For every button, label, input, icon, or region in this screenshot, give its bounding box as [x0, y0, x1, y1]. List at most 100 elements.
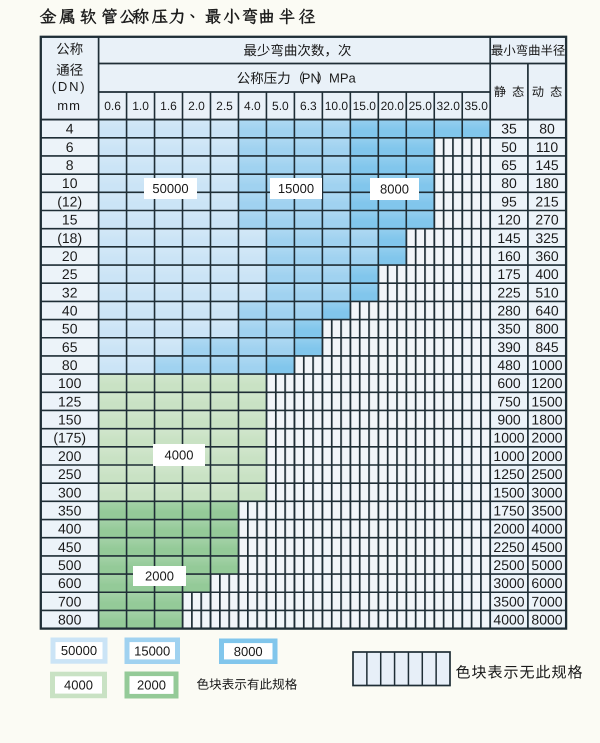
svg-text:1250: 1250 [493, 466, 524, 482]
svg-text:6: 6 [66, 139, 74, 155]
svg-text:50: 50 [501, 139, 517, 155]
svg-text:350: 350 [58, 502, 82, 518]
svg-text:80: 80 [501, 175, 517, 191]
svg-text:1500: 1500 [531, 393, 562, 409]
svg-text:6.3: 6.3 [300, 99, 317, 113]
svg-text:110: 110 [536, 139, 559, 155]
svg-text:1750: 1750 [493, 502, 524, 518]
svg-text:50000: 50000 [152, 181, 188, 196]
svg-text:1000: 1000 [531, 357, 562, 373]
svg-text:2.0: 2.0 [188, 99, 205, 113]
svg-text:0.6: 0.6 [104, 99, 121, 113]
svg-text:PN: PN [302, 71, 320, 86]
svg-text:MPa: MPa [329, 71, 357, 86]
svg-text:800: 800 [535, 321, 559, 337]
svg-text:3500: 3500 [493, 593, 524, 609]
svg-text:2000: 2000 [531, 430, 562, 446]
svg-text:mm: mm [57, 98, 81, 113]
svg-text:3500: 3500 [531, 502, 562, 518]
svg-text:145: 145 [535, 157, 559, 173]
svg-text:180: 180 [535, 175, 559, 191]
svg-text:360: 360 [535, 248, 559, 264]
svg-text:15.0: 15.0 [353, 99, 377, 113]
svg-text:750: 750 [497, 393, 521, 409]
svg-text:65: 65 [501, 157, 517, 173]
svg-text:600: 600 [58, 575, 82, 591]
svg-text:35.0: 35.0 [465, 99, 489, 113]
svg-text:1000: 1000 [493, 448, 524, 464]
svg-text:160: 160 [497, 248, 521, 264]
svg-text:150: 150 [58, 412, 82, 428]
svg-text:450: 450 [58, 539, 82, 555]
svg-text:15000: 15000 [134, 643, 170, 658]
svg-text:215: 215 [535, 193, 559, 209]
svg-text:10: 10 [62, 175, 78, 191]
svg-text:2.5: 2.5 [216, 99, 233, 113]
svg-text:10.0: 10.0 [325, 99, 349, 113]
svg-text:(175): (175) [53, 430, 86, 446]
svg-text:120: 120 [497, 212, 521, 228]
svg-text:95: 95 [501, 193, 517, 209]
svg-text:1500: 1500 [493, 484, 524, 500]
svg-text:280: 280 [497, 303, 521, 319]
svg-text:20.0: 20.0 [381, 99, 405, 113]
svg-text:125: 125 [58, 393, 82, 409]
svg-text:325: 325 [535, 230, 559, 246]
svg-text:8000: 8000 [234, 644, 263, 659]
svg-text:50: 50 [62, 321, 78, 337]
svg-text:600: 600 [497, 375, 521, 391]
svg-text:35: 35 [501, 121, 517, 137]
svg-text:175: 175 [497, 266, 521, 282]
svg-text:270: 270 [535, 212, 559, 228]
svg-text:8000: 8000 [380, 182, 409, 197]
svg-text:7000: 7000 [531, 593, 562, 609]
svg-text:32: 32 [62, 284, 78, 300]
svg-text:1.0: 1.0 [132, 99, 149, 113]
svg-text:800: 800 [58, 612, 82, 628]
svg-text:2000: 2000 [145, 569, 174, 584]
svg-text:510: 510 [535, 284, 559, 300]
svg-text:400: 400 [58, 521, 82, 537]
svg-text:4.0: 4.0 [244, 99, 261, 113]
svg-text:2250: 2250 [493, 539, 524, 555]
svg-text:2000: 2000 [137, 678, 166, 693]
svg-text:4: 4 [66, 121, 74, 137]
svg-text:50000: 50000 [61, 643, 97, 658]
svg-text:2000: 2000 [493, 521, 524, 537]
svg-text:2000: 2000 [531, 448, 562, 464]
svg-text:8000: 8000 [531, 612, 562, 628]
svg-text:8: 8 [66, 157, 74, 173]
svg-text:250: 250 [58, 466, 82, 482]
svg-text:350: 350 [497, 321, 521, 337]
svg-text:15: 15 [62, 212, 78, 228]
svg-text:25: 25 [62, 266, 78, 282]
svg-text:4000: 4000 [64, 678, 93, 693]
svg-text:1.6: 1.6 [160, 99, 177, 113]
svg-text:480: 480 [497, 357, 521, 373]
svg-text:400: 400 [535, 266, 559, 282]
svg-text:(18): (18) [57, 230, 82, 246]
svg-text:100: 100 [58, 375, 82, 391]
svg-text:80: 80 [62, 357, 78, 373]
svg-text:25.0: 25.0 [409, 99, 433, 113]
svg-text:2500: 2500 [531, 466, 562, 482]
svg-text:1800: 1800 [531, 412, 562, 428]
svg-text:(DN): (DN) [52, 79, 87, 94]
svg-text:225: 225 [497, 284, 521, 300]
svg-text:700: 700 [58, 593, 82, 609]
svg-text:900: 900 [497, 412, 521, 428]
svg-text:32.0: 32.0 [437, 99, 461, 113]
svg-text:5000: 5000 [531, 557, 562, 573]
svg-text:3000: 3000 [531, 484, 562, 500]
svg-text:390: 390 [497, 339, 521, 355]
svg-text:1000: 1000 [493, 430, 524, 446]
svg-text:300: 300 [58, 484, 82, 500]
svg-text:200: 200 [58, 448, 82, 464]
svg-text:40: 40 [62, 303, 78, 319]
svg-text:500: 500 [58, 557, 82, 573]
svg-text:4000: 4000 [165, 448, 194, 463]
svg-text:(12): (12) [57, 193, 82, 209]
svg-text:65: 65 [62, 339, 78, 355]
svg-text:2500: 2500 [493, 557, 524, 573]
svg-text:15000: 15000 [278, 181, 314, 196]
